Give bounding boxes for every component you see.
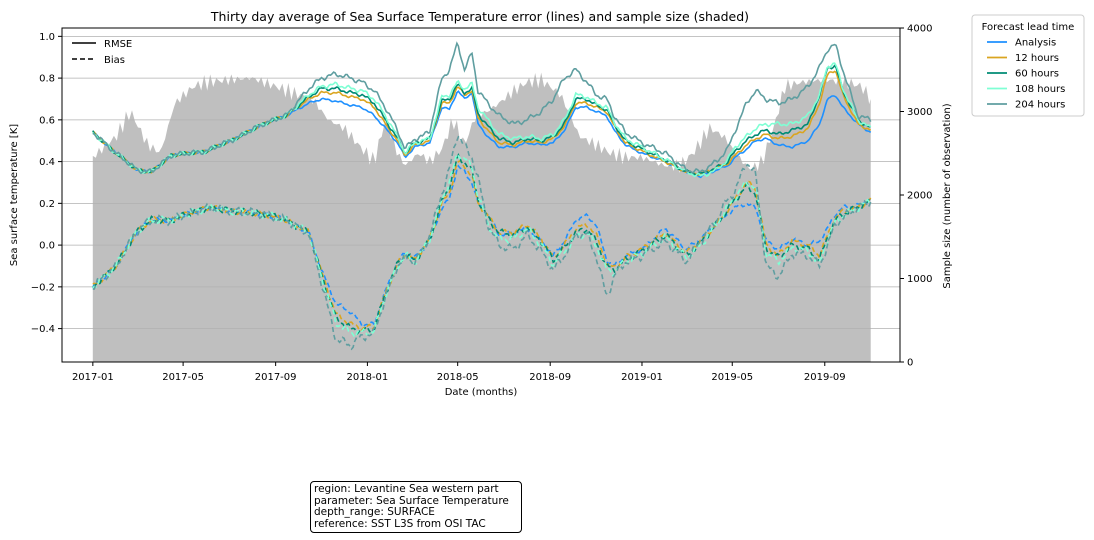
y-tick-label: 0.4 bbox=[39, 157, 55, 168]
y2-tick-label: 2000 bbox=[907, 191, 932, 202]
lead-time-legend-frame bbox=[971, 14, 1085, 117]
lead-time-legend-title: Forecast lead time bbox=[982, 22, 1075, 33]
info-box: region: Levantine Sea western part param… bbox=[310, 481, 522, 533]
y-tick-label: 0.6 bbox=[39, 115, 55, 126]
legend-label-60-hours: 60 hours bbox=[1015, 69, 1059, 80]
x-tick-label: 2019-09 bbox=[804, 372, 846, 383]
lead-time-legend: Forecast lead time Analysis 12 hours 60 ho… bbox=[971, 14, 1085, 117]
info-region: region: Levantine Sea western part bbox=[314, 483, 499, 495]
info-parameter: parameter: Sea Surface Temperature bbox=[314, 494, 509, 507]
x-tick-label: 2019-01 bbox=[621, 372, 663, 383]
y2-tick-label: 4000 bbox=[907, 24, 932, 35]
x-tick-label: 2017-09 bbox=[255, 372, 297, 383]
x-axis: 2017-01 2017-05 2017-09 2018-01 2018-05 2018-… bbox=[72, 362, 846, 383]
x-tick-label: 2017-01 bbox=[72, 372, 114, 383]
chart-title: Thirty day average of Sea Surface Temper… bbox=[210, 9, 749, 24]
style-legend-bias-label: Bias bbox=[104, 55, 125, 66]
legend-label-204-hours: 204 hours bbox=[1015, 100, 1065, 111]
legend-label-12-hours: 12 hours bbox=[1015, 53, 1059, 64]
y-tick-label: 0.0 bbox=[39, 241, 55, 252]
rmse-lines bbox=[92, 41, 872, 179]
x-tick-label: 2017-05 bbox=[162, 372, 204, 383]
info-reference: reference: SST L3S from OSI TAC bbox=[314, 517, 486, 530]
bias-lines bbox=[92, 135, 872, 351]
y2-tick-label: 1000 bbox=[907, 274, 932, 285]
x-tick-label: 2018-05 bbox=[437, 372, 479, 383]
y-tick-label: −0.2 bbox=[31, 282, 55, 293]
x-tick-label: 2018-09 bbox=[529, 372, 571, 383]
y-tick-label: 1.0 bbox=[39, 32, 55, 43]
sample-size-area bbox=[92, 72, 871, 362]
bias-line-204-hours bbox=[92, 135, 872, 351]
bias-line-60-hours bbox=[92, 152, 871, 335]
y-tick-label: 0.8 bbox=[39, 74, 55, 85]
y2-tick-label: 3000 bbox=[907, 107, 932, 118]
x-tick-label: 2018-01 bbox=[347, 372, 389, 383]
y-tick-label: −0.4 bbox=[31, 324, 55, 335]
rmse-line-204-hours bbox=[92, 41, 872, 175]
info-depth-range: depth_range: SURFACE bbox=[314, 506, 435, 518]
x-axis-label: Date (months) bbox=[445, 387, 518, 398]
legend-label-108-hours: 108 hours bbox=[1015, 84, 1065, 95]
y-axis-left: −0.4 −0.2 0.0 0.2 0.4 0.6 0.8 1.0 bbox=[31, 32, 62, 335]
y2-tick-label: 0 bbox=[907, 358, 913, 369]
legend-label-analysis: Analysis bbox=[1015, 38, 1056, 49]
style-legend: RMSE Bias bbox=[72, 39, 132, 66]
y-tick-label: 0.2 bbox=[39, 199, 55, 210]
style-legend-rmse-label: RMSE bbox=[104, 39, 132, 50]
x-tick-label: 2019-05 bbox=[711, 372, 753, 383]
y-axis-label: Sea surface temperature [K] bbox=[9, 124, 20, 266]
y-axis-right: 0 1000 2000 3000 4000 bbox=[900, 24, 932, 369]
sample-size-fill bbox=[92, 72, 871, 362]
rmse-line-108-hours bbox=[92, 62, 872, 178]
y2-axis-label: Sample size (number of observation) bbox=[942, 103, 953, 288]
